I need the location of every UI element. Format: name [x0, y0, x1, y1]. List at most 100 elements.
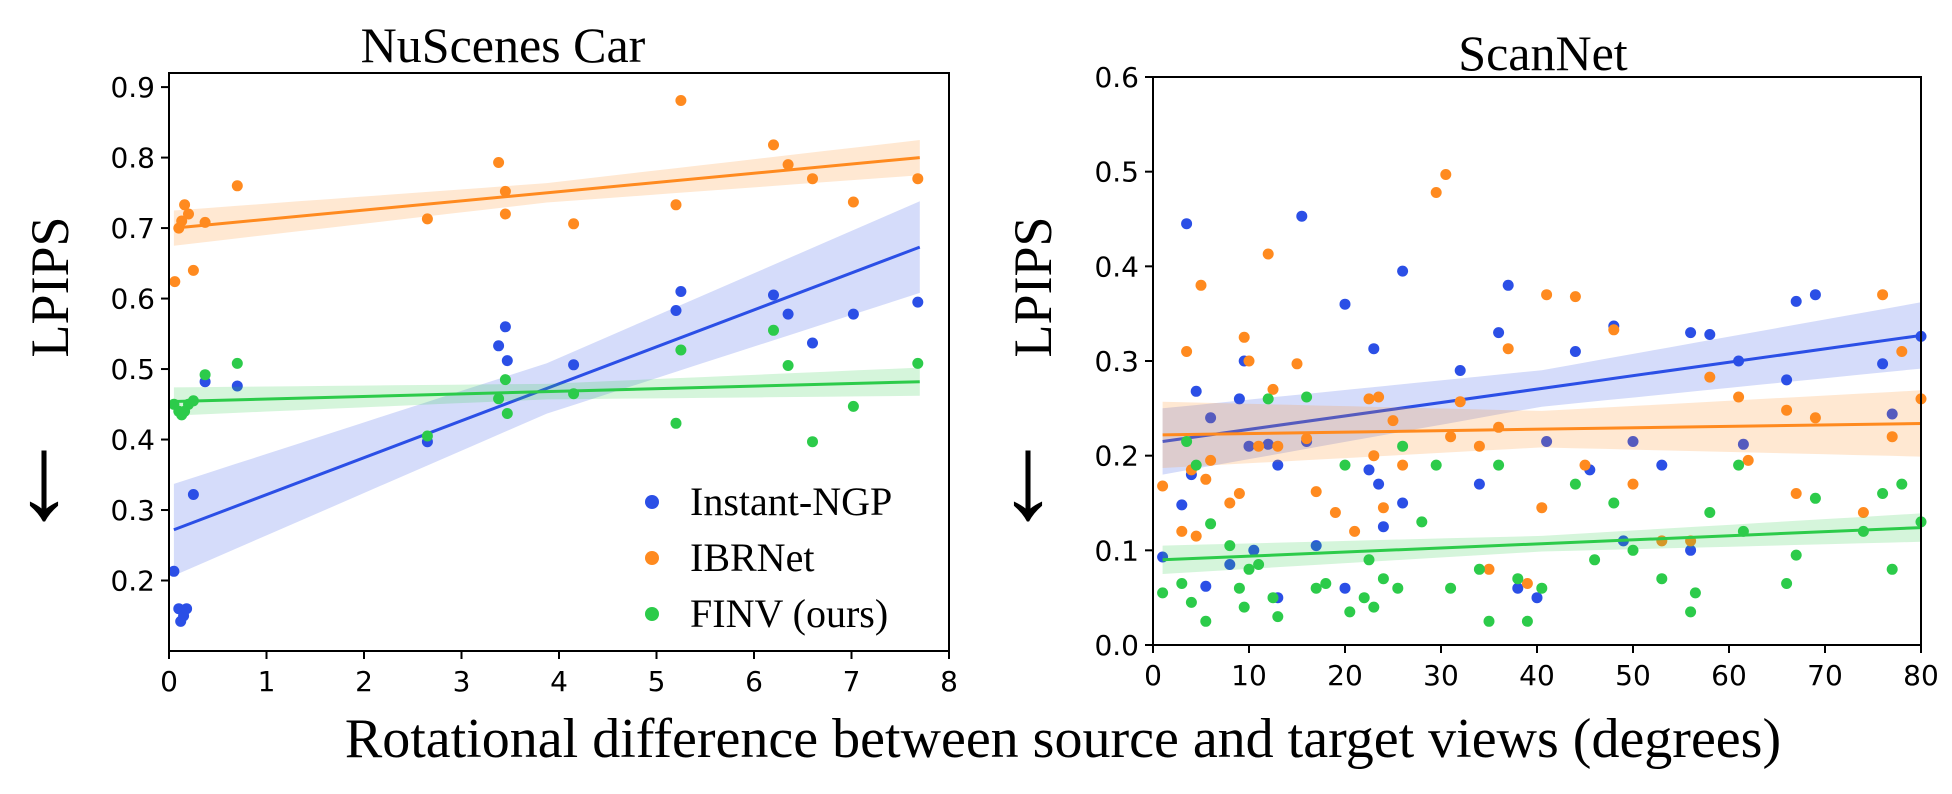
data-point-ibrnet: [670, 199, 682, 211]
data-point-ibrnet: [1896, 346, 1908, 357]
data-point-finv-ours: [1243, 563, 1255, 575]
data-point-instant-ngp: [1809, 289, 1821, 301]
legend-marker-instant-ngp: [645, 495, 659, 509]
data-point-ibrnet: [1262, 248, 1274, 260]
data-point-instant-ngp: [1397, 265, 1409, 277]
data-point-ibrnet: [1238, 331, 1250, 343]
data-point-finv-ours: [1430, 459, 1442, 471]
data-point-ibrnet: [1310, 486, 1322, 498]
data-point-finv-ours: [231, 357, 243, 369]
data-point-instant-ngp: [1224, 559, 1236, 570]
data-point-ibrnet: [1733, 391, 1745, 403]
data-point-ibrnet: [1790, 488, 1802, 499]
x-tick-label: 40: [1519, 659, 1555, 692]
trend-line-instant-ngp: [1162, 333, 1922, 443]
data-point-instant-ngp: [1181, 218, 1193, 230]
x-tick-label: 5: [648, 665, 666, 698]
data-point-instant-ngp: [1737, 438, 1749, 450]
data-point-instant-ngp: [181, 603, 193, 615]
data-point-instant-ngp: [1243, 440, 1255, 452]
data-point-ibrnet: [1368, 450, 1380, 462]
data-point-instant-ngp: [1454, 365, 1466, 376]
data-point-ibrnet: [1387, 415, 1399, 427]
data-point-instant-ngp: [231, 380, 243, 392]
data-point-finv-ours: [1253, 559, 1265, 570]
x-tick-label: 80: [1903, 659, 1939, 692]
data-point-ibrnet: [176, 215, 188, 227]
x-tick-label: 0: [1144, 659, 1162, 692]
data-point-ibrnet: [1445, 431, 1457, 443]
data-point-instant-ngp: [1886, 408, 1898, 420]
data-point-finv-ours: [1473, 563, 1485, 575]
data-point-ibrnet: [1536, 502, 1548, 514]
data-point-ibrnet: [782, 159, 794, 171]
data-point-finv-ours: [807, 436, 818, 448]
data-point-ibrnet: [1176, 525, 1188, 537]
data-point-instant-ngp: [1296, 210, 1308, 222]
data-point-ibrnet: [1857, 507, 1869, 518]
data-point-ibrnet: [1430, 187, 1442, 198]
data-point-ibrnet: [1291, 358, 1303, 370]
data-point-ibrnet: [1243, 355, 1255, 367]
data-point-ibrnet: [1181, 346, 1193, 357]
data-point-instant-ngp: [1397, 497, 1409, 509]
data-point-ibrnet: [1742, 454, 1754, 466]
data-point-finv-ours: [1445, 582, 1457, 594]
data-point-ibrnet: [1809, 412, 1821, 424]
data-point-finv-ours: [768, 324, 779, 336]
data-point-instant-ngp: [568, 359, 580, 371]
data-point-finv-ours: [1301, 391, 1313, 403]
data-point-finv-ours: [675, 344, 687, 356]
data-point-ibrnet: [768, 139, 779, 151]
data-point-instant-ngp: [1368, 343, 1380, 355]
trend-line-ibrnet: [1162, 421, 1922, 437]
data-point-finv-ours: [1656, 573, 1668, 585]
y-tick-label: 0.6: [110, 283, 155, 316]
y-tick-label: 0.8: [110, 142, 155, 175]
data-point-finv-ours: [1185, 596, 1197, 608]
x-tick-label: 60: [1711, 659, 1747, 692]
y-axis-label: LPIPS: [20, 216, 80, 357]
y-tick-label: 0.4: [110, 424, 155, 457]
data-point-finv-ours: [199, 369, 211, 381]
y-tick-label: 0.1: [1094, 534, 1139, 567]
x-tick-label: 70: [1807, 659, 1843, 692]
data-point-ibrnet: [847, 196, 859, 208]
data-point-finv-ours: [1608, 497, 1620, 509]
data-point-ibrnet: [1440, 169, 1452, 180]
data-point-ibrnet: [1454, 396, 1466, 408]
legend-label-finv: FINV (ours): [690, 591, 888, 636]
data-point-ibrnet: [807, 173, 818, 185]
data-point-instant-ngp: [1233, 393, 1245, 405]
data-point-instant-ngp: [782, 308, 794, 320]
trend-line-finv-ours: [173, 380, 920, 403]
chart-title: NuScenes Car: [361, 17, 646, 73]
y-tick-label: 0.3: [110, 494, 155, 527]
data-point-ibrnet: [568, 218, 580, 230]
data-point-finv-ours: [421, 430, 433, 442]
data-point-ibrnet: [1253, 440, 1265, 452]
data-point-finv-ours: [1886, 563, 1898, 575]
data-point-finv-ours: [1205, 518, 1217, 530]
data-point-finv-ours: [670, 417, 682, 429]
legend-marker-ibrnet: [645, 551, 659, 565]
data-point-ibrnet: [1502, 343, 1514, 355]
data-point-finv-ours: [1358, 592, 1370, 604]
data-point-finv-ours: [1267, 592, 1279, 604]
data-point-ibrnet: [1608, 324, 1620, 336]
data-point-finv-ours: [493, 393, 505, 405]
data-point-finv-ours: [1809, 492, 1821, 504]
data-point-finv-ours: [1877, 488, 1889, 499]
data-point-instant-ngp: [1656, 459, 1668, 471]
trend-line-finv-ours: [1162, 526, 1922, 562]
data-point-instant-ngp: [1541, 436, 1553, 447]
data-point-finv-ours: [1368, 601, 1380, 613]
data-point-instant-ngp: [499, 321, 511, 333]
data-point-ibrnet: [169, 276, 181, 288]
lower-is-better-arrow: ↓: [14, 411, 74, 544]
y-tick-label: 0.2: [1094, 440, 1139, 473]
data-point-finv-ours: [1521, 615, 1533, 627]
data-point-ibrnet: [1569, 291, 1581, 303]
x-tick-label: 1: [258, 665, 276, 698]
